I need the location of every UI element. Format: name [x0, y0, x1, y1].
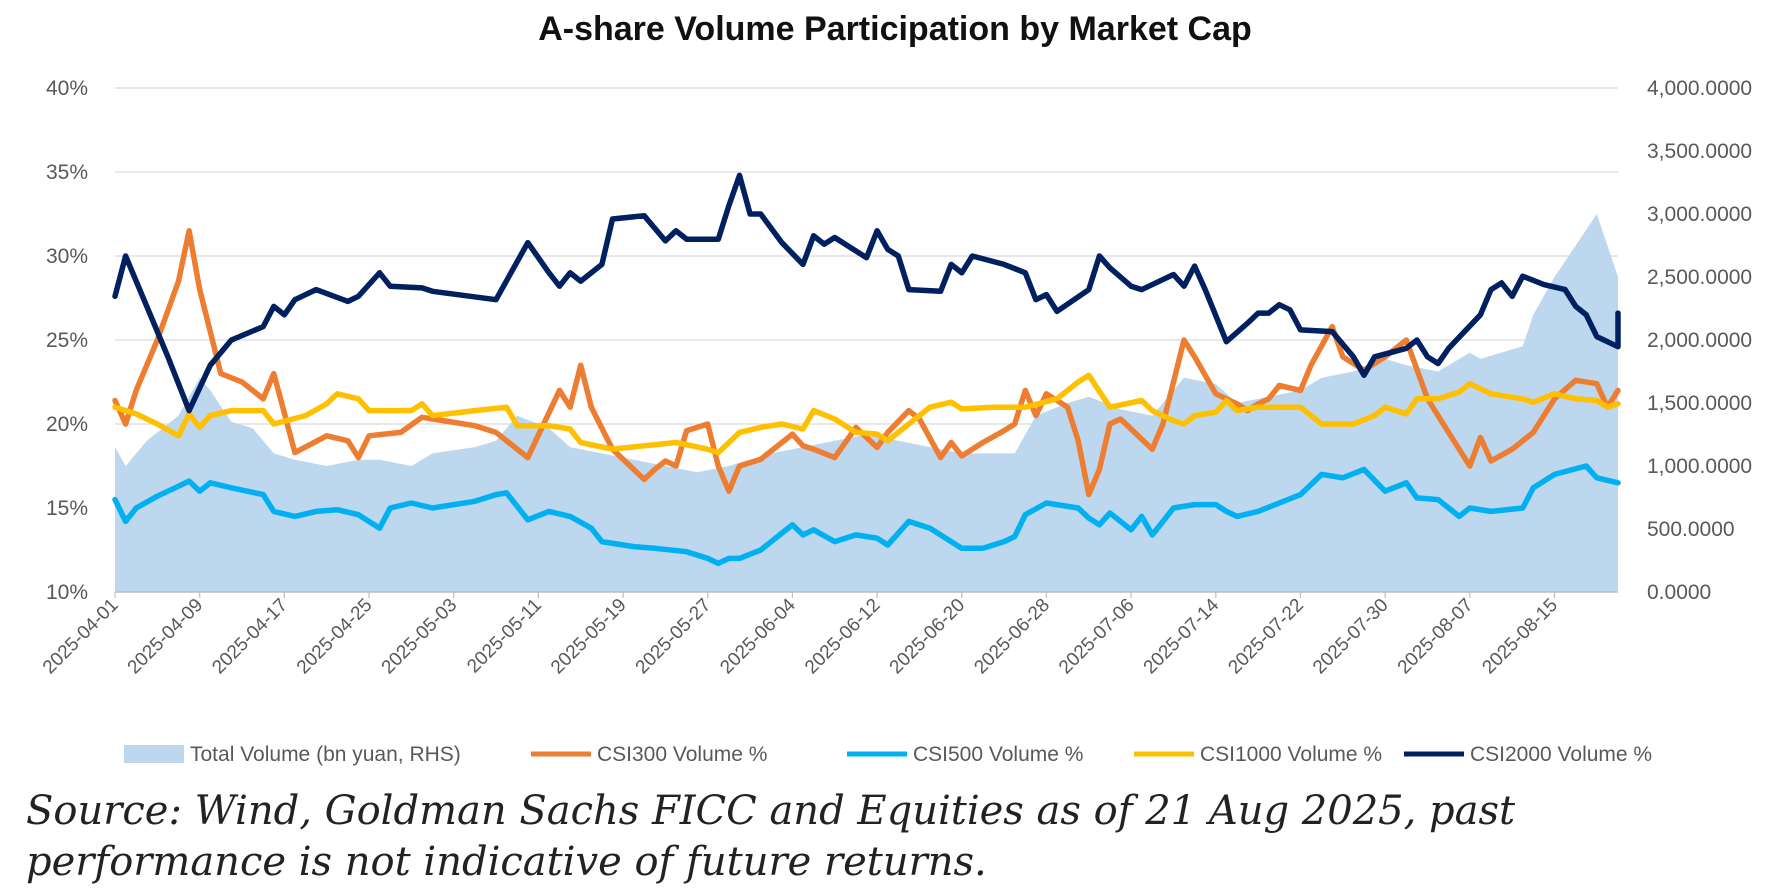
y-left-tick-label: 40% — [46, 77, 88, 100]
chart-title: A-share Volume Participation by Market C… — [538, 10, 1252, 48]
x-tick-label: 2025-06-28 — [970, 595, 1054, 679]
y-left-tick-label: 10% — [46, 581, 88, 604]
y-left-tick-label: 30% — [46, 245, 88, 268]
x-tick-label: 2025-04-25 — [293, 595, 377, 679]
y-right-tick-label: 3,500.0000 — [1647, 140, 1752, 163]
y-left-tick-label: 15% — [46, 497, 88, 520]
legend-label-csi300: CSI300 Volume % — [597, 743, 767, 766]
y-right-tick-label: 0.0000 — [1647, 581, 1711, 604]
csi2000-line — [112, 172, 1621, 414]
x-tick-label: 2025-04-09 — [124, 595, 208, 679]
csi1000-line — [112, 372, 1621, 456]
y-right-tick-label: 1,000.0000 — [1647, 455, 1752, 478]
line-series — [112, 172, 1621, 567]
legend: Total Volume (bn yuan, RHS) CSI300 Volume… — [124, 743, 1652, 766]
x-tick-label: 2025-07-30 — [1309, 595, 1393, 679]
y-right-tick-label: 4,000.0000 — [1647, 77, 1752, 100]
csi300-line — [112, 228, 1621, 498]
x-tick-label: 2025-07-22 — [1224, 595, 1308, 679]
x-tick-label: 2025-06-20 — [886, 595, 970, 679]
x-tick-label: 2025-04-01 — [39, 595, 123, 679]
y-right-tick-label: 2,500.0000 — [1647, 266, 1752, 289]
x-tick-label: 2025-05-03 — [378, 595, 462, 679]
x-tick-label: 2025-06-04 — [716, 594, 800, 678]
left-axis: 10% 15% 20% 25% 30% 35% 40% — [46, 77, 88, 604]
x-tick-label: 2025-08-07 — [1394, 595, 1478, 679]
y-left-tick-label: 25% — [46, 329, 88, 352]
y-right-tick-label: 2,000.0000 — [1647, 329, 1752, 352]
x-tick-label: 2025-07-06 — [1055, 595, 1139, 679]
x-tick-label: 2025-05-19 — [547, 595, 631, 679]
chart: A-share Volume Participation by Market C… — [39, 10, 1752, 766]
x-tick-label: 2025-06-12 — [801, 595, 885, 679]
x-tick-label: 2025-05-27 — [632, 595, 716, 679]
legend-label-csi1000: CSI1000 Volume % — [1200, 743, 1382, 766]
y-right-tick-label: 500.0000 — [1647, 518, 1735, 541]
legend-swatch-total — [124, 745, 184, 763]
x-axis: 2025-04-01 2025-04-09 2025-04-17 2025-04-25… — [39, 591, 1618, 679]
csi500-line — [112, 463, 1621, 567]
x-tick-label: 2025-04-17 — [208, 595, 292, 679]
legend-label-csi500: CSI500 Volume % — [913, 743, 1083, 766]
y-left-tick-label: 35% — [46, 161, 88, 184]
x-tick-label: 2025-08-15 — [1478, 595, 1562, 679]
y-right-tick-label: 3,000.0000 — [1647, 203, 1752, 226]
y-left-tick-label: 20% — [46, 413, 88, 436]
y-right-tick-label: 1,500.0000 — [1647, 392, 1752, 415]
source-note: Source: Wind, Goldman Sachs FICC and Equ… — [26, 788, 1516, 885]
right-axis: 0.0000 500.0000 1,000.0000 1,500.0000 2,000.… — [1647, 77, 1752, 604]
x-tick-label: 2025-05-11 — [463, 595, 546, 678]
x-tick-label: 2025-07-14 — [1140, 594, 1224, 678]
legend-label-csi2000: CSI2000 Volume % — [1470, 743, 1652, 766]
legend-label-total: Total Volume (bn yuan, RHS) — [190, 743, 461, 766]
